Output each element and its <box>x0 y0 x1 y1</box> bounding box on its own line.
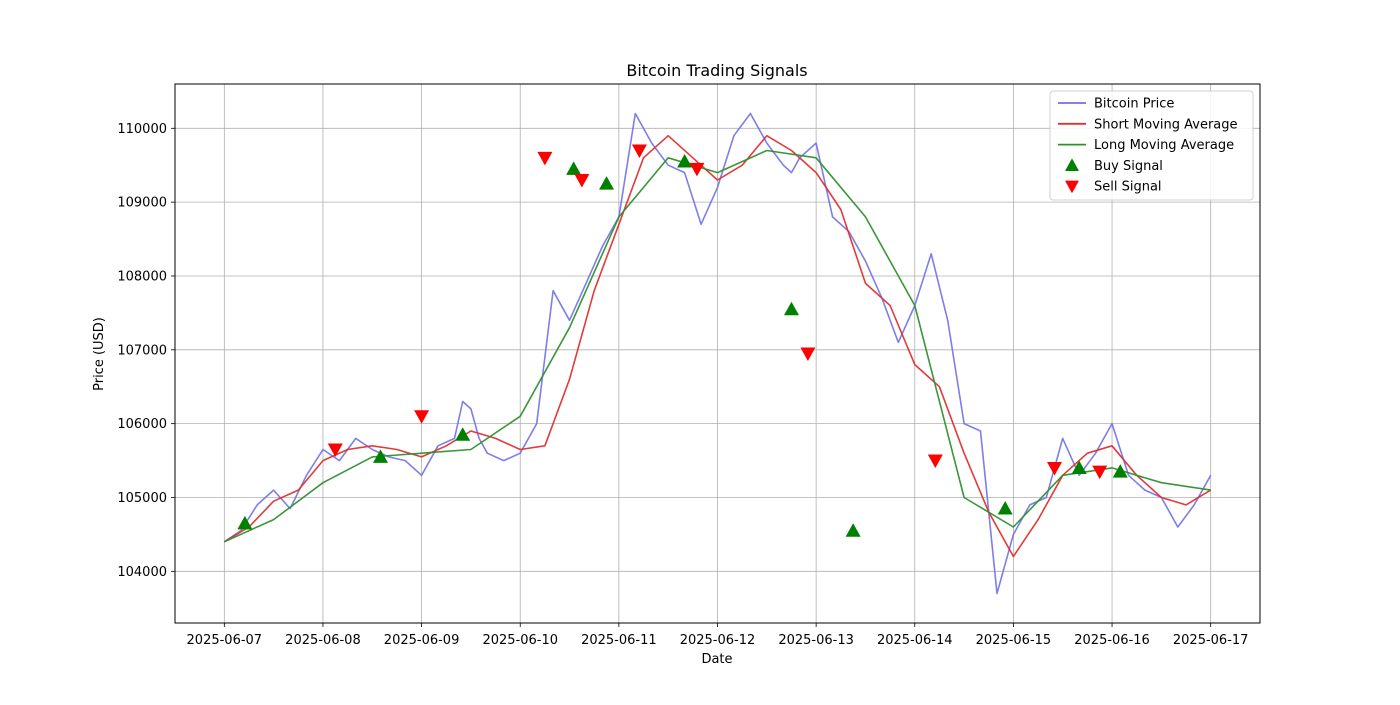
x-tick-label: 2025-06-16 <box>1074 633 1150 648</box>
buy-signal-marker <box>1071 460 1087 474</box>
buy-signal-marker <box>845 523 861 537</box>
buy-signal-marker <box>1112 464 1128 478</box>
buy-signal-marker <box>566 161 582 175</box>
buy-signal-marker <box>997 501 1013 515</box>
buy-signal-marker <box>455 427 471 441</box>
sell-signal-marker <box>689 162 705 177</box>
y-tick-label: 109000 <box>117 196 167 211</box>
y-axis-ticks: 104000 105000 106000 107000 108000 109000 1100… <box>117 122 175 580</box>
sell-signal-marker <box>1092 465 1108 480</box>
sell-signal-marker <box>537 151 553 166</box>
legend-entry-buy-signal-label: Buy Signal <box>1094 159 1163 174</box>
legend-entry-short-ma-label: Short Moving Average <box>1094 117 1238 132</box>
x-axis-label: Date <box>701 652 732 667</box>
sell-signal-marker <box>327 443 343 457</box>
chart-title: Bitcoin Trading Signals <box>626 61 807 80</box>
y-tick-label: 107000 <box>117 343 167 358</box>
y-tick-label: 110000 <box>117 122 167 137</box>
short-moving-average-line <box>223 134 1212 558</box>
grid <box>175 84 1260 623</box>
legend-entry-long-ma-label: Long Moving Average <box>1094 138 1234 153</box>
x-tick-label: 2025-06-13 <box>778 633 854 648</box>
plot-area <box>223 112 1212 595</box>
x-tick-label: 2025-06-10 <box>482 633 558 648</box>
sell-signal-marker <box>800 347 816 361</box>
sell-signal-marker <box>414 410 430 424</box>
legend-entry-bitcoin-price-label: Bitcoin Price <box>1094 97 1174 112</box>
sell-signal-marker <box>631 144 647 158</box>
x-tick-label: 2025-06-17 <box>1173 633 1249 648</box>
x-tick-label: 2025-06-14 <box>877 633 953 648</box>
buy-signal-marker <box>237 515 253 530</box>
legend: Bitcoin Price Short Moving Average Long Mo… <box>1049 90 1254 201</box>
y-tick-label: 106000 <box>117 417 167 432</box>
x-axis-ticks: 2025-06-07 2025-06-08 2025-06-09 2025-06-10… <box>187 623 1249 648</box>
sell-signal-marker <box>927 454 943 469</box>
buy-signal-marker <box>677 154 693 168</box>
x-tick-label: 2025-06-07 <box>187 633 263 648</box>
y-tick-label: 108000 <box>117 269 167 284</box>
legend-entry-sell-signal-label: Sell Signal <box>1094 180 1162 195</box>
y-tick-label: 105000 <box>117 491 167 506</box>
x-tick-label: 2025-06-09 <box>384 633 460 648</box>
sell-signal-marker <box>1047 461 1063 476</box>
y-axis-label: Price (USD) <box>92 317 107 391</box>
buy-signal-marker <box>372 449 388 463</box>
x-tick-label: 2025-06-08 <box>285 633 361 648</box>
sell-signal-marker <box>574 173 590 188</box>
x-tick-label: 2025-06-15 <box>976 633 1052 648</box>
buy-signal-marker <box>599 176 615 190</box>
legend-entry-sell-signal-swatch <box>1065 180 1079 194</box>
legend-entry-buy-signal-swatch <box>1065 158 1079 171</box>
x-tick-label: 2025-06-11 <box>581 633 657 648</box>
y-tick-label: 104000 <box>117 565 167 580</box>
long-moving-average-line <box>223 149 1211 543</box>
x-tick-label: 2025-06-12 <box>680 633 756 648</box>
legend-box <box>1049 90 1254 201</box>
buy-signal-marker <box>783 301 799 316</box>
